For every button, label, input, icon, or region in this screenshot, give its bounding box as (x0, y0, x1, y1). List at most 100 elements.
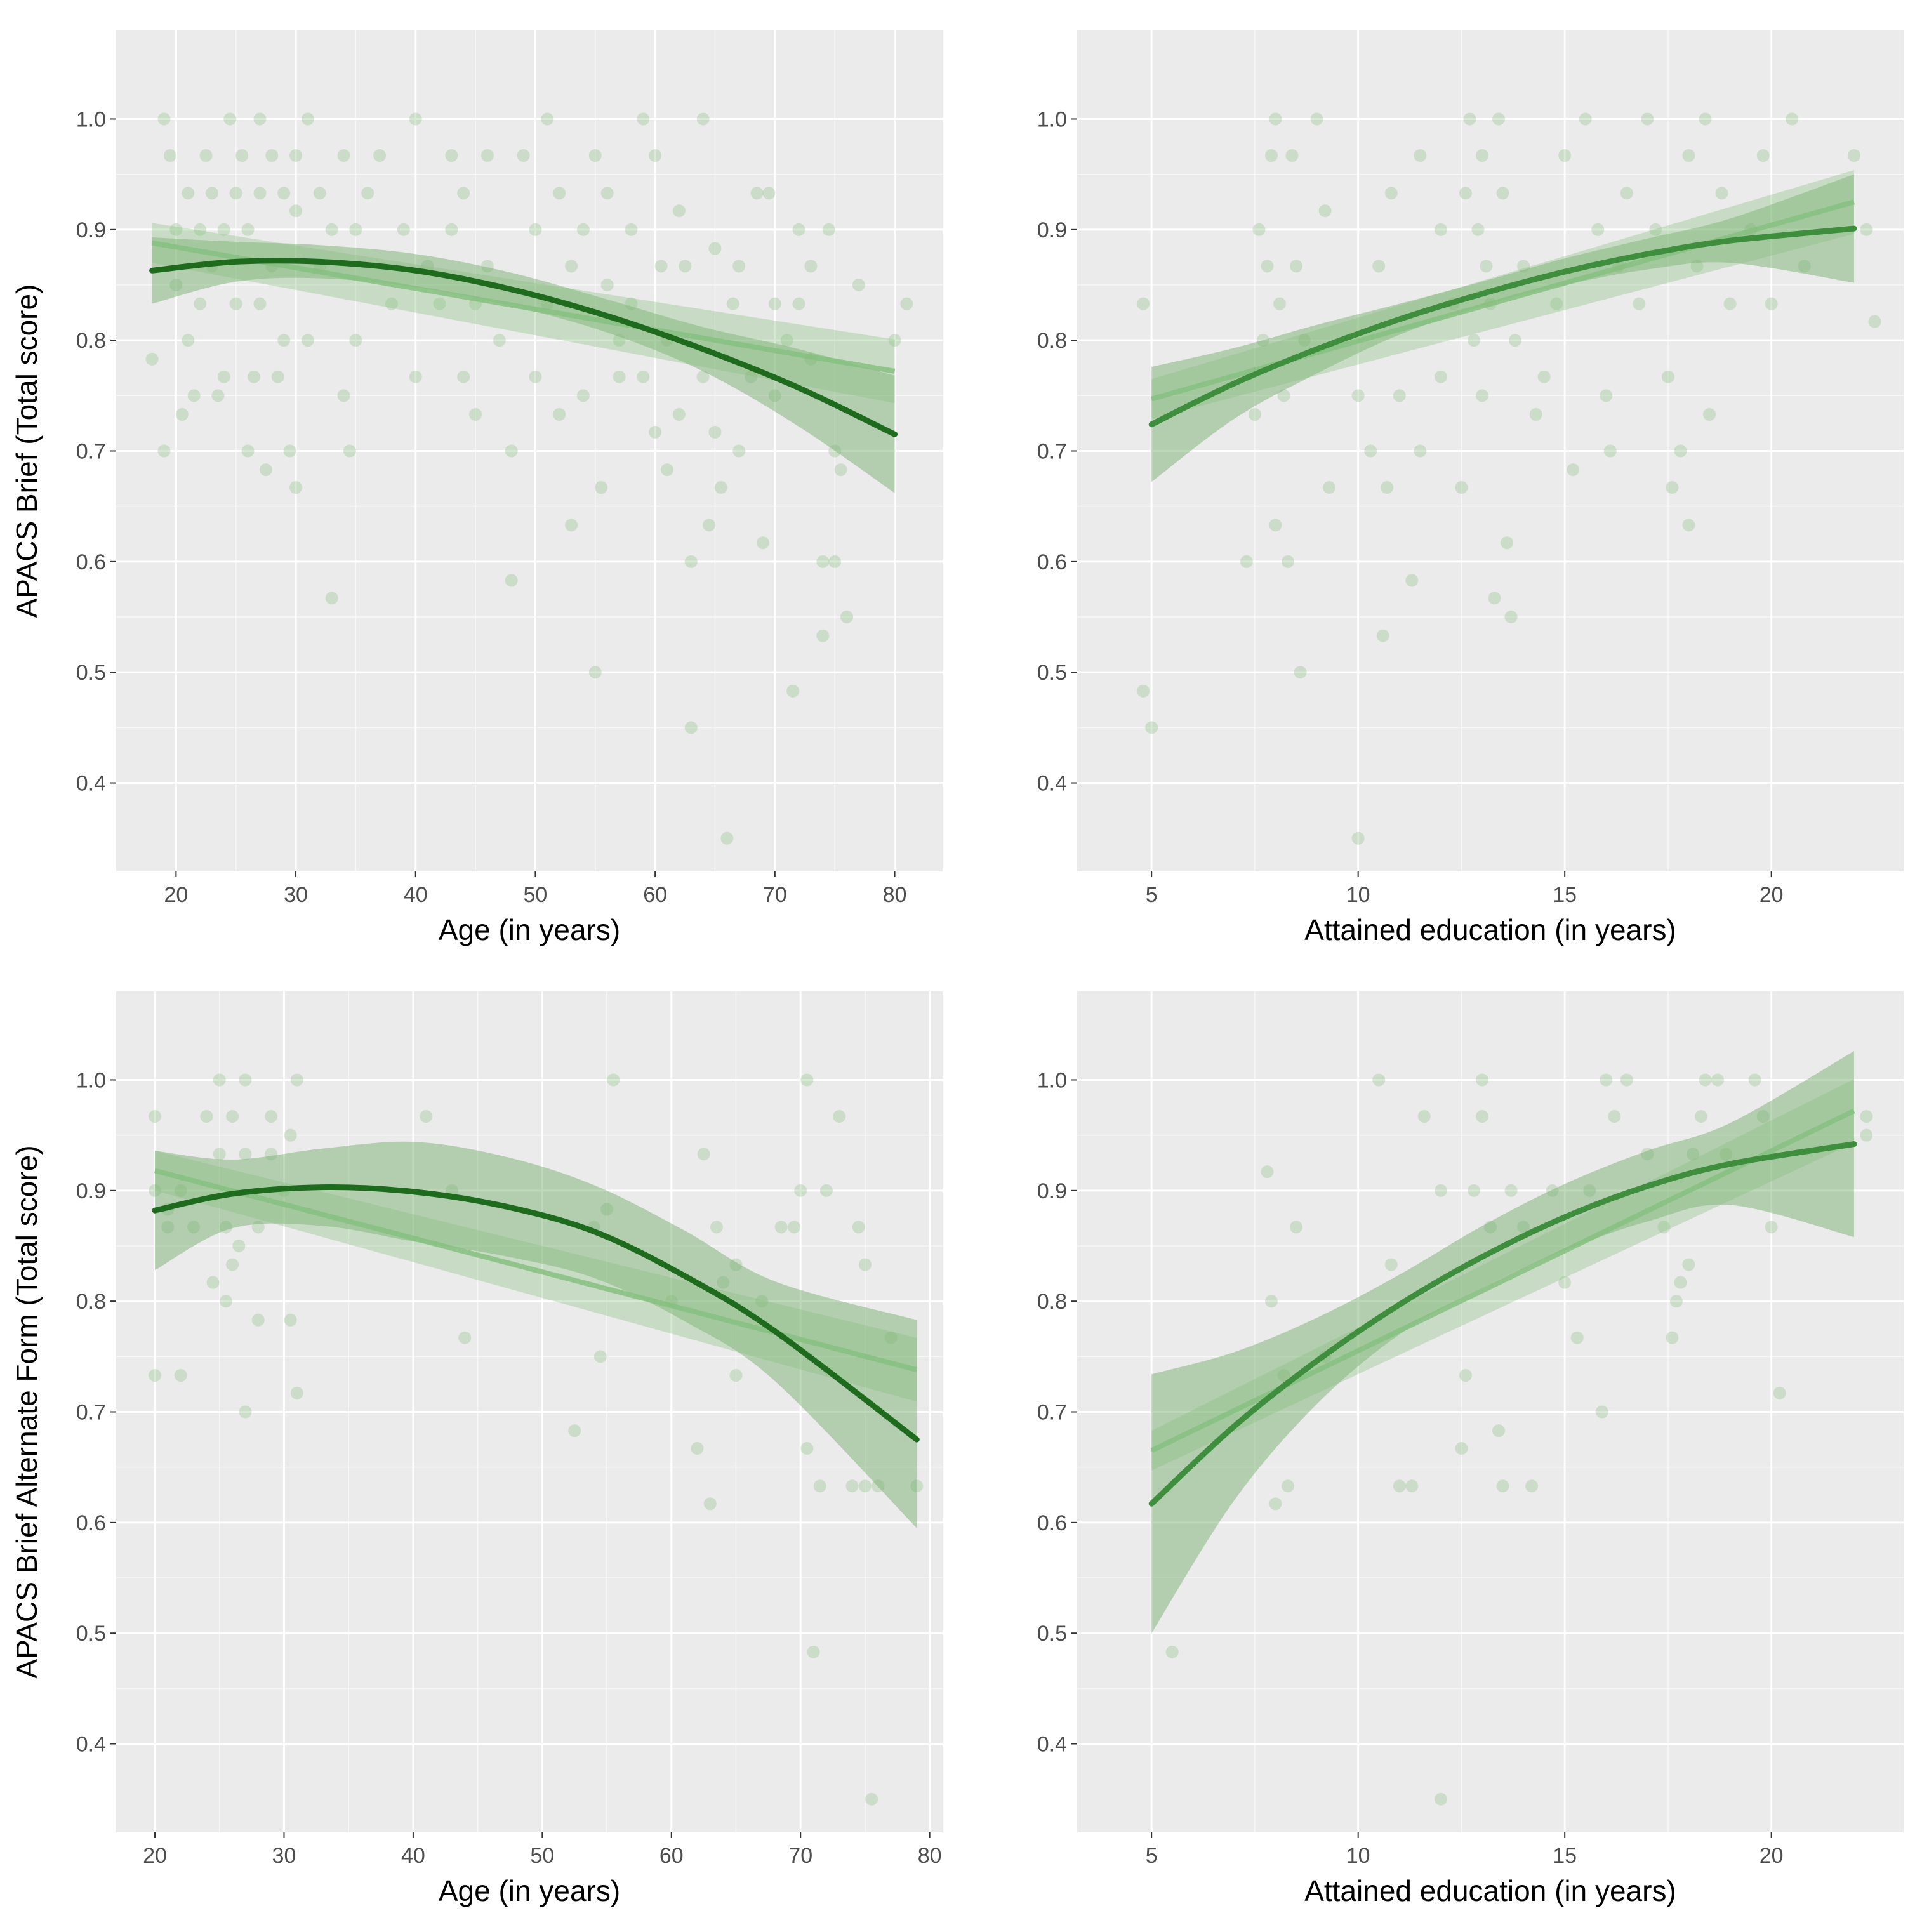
data-point (251, 1313, 265, 1327)
data-point (229, 187, 242, 200)
data-point (325, 223, 338, 236)
data-point (800, 1073, 814, 1087)
data-point (226, 1110, 239, 1123)
y-tick-label: 0.9 (76, 218, 106, 242)
data-point (1798, 260, 1811, 273)
data-point (1384, 187, 1398, 200)
data-point (588, 666, 602, 679)
data-point (1364, 444, 1377, 458)
data-point (301, 112, 314, 126)
data-point (792, 223, 805, 236)
data-point (720, 831, 734, 845)
data-point (637, 112, 650, 126)
data-point (588, 149, 602, 162)
data-point (1765, 1221, 1778, 1234)
data-point (445, 223, 458, 236)
data-point (1509, 334, 1522, 347)
data-point (816, 629, 830, 642)
data-point (145, 352, 159, 366)
data-point (1290, 260, 1303, 273)
data-point (1603, 444, 1617, 458)
data-point (1546, 1184, 1559, 1197)
x-tick-label: 20 (143, 1844, 167, 1868)
data-point (1467, 334, 1480, 347)
linear-confidence-band (1151, 170, 1854, 419)
data-point (714, 481, 727, 494)
data-point (1633, 297, 1646, 310)
data-point (1459, 1368, 1472, 1382)
data-point (1480, 260, 1493, 273)
data-point (625, 223, 638, 236)
x-tick-label: 15 (1553, 1844, 1577, 1868)
data-point (325, 592, 338, 605)
x-tick-label: 10 (1346, 1844, 1370, 1868)
panel-bottom-right: 0.4 0.5 0.6 0.7 0.8 0.9 1.0 5 10 15 20 Attained edu… (1037, 991, 1904, 1907)
data-point (271, 370, 284, 383)
data-point (1517, 260, 1530, 273)
data-point (277, 187, 291, 200)
data-point (1765, 297, 1778, 310)
data-point (458, 1331, 472, 1344)
data-point (1690, 260, 1704, 273)
data-point (251, 1221, 265, 1234)
data-point (1695, 1110, 1708, 1123)
data-point (223, 112, 237, 126)
data-point (1323, 481, 1336, 494)
data-point (301, 334, 314, 347)
data-point (1294, 666, 1307, 679)
x-tick-label: 60 (659, 1844, 684, 1868)
data-point (1674, 444, 1687, 458)
data-point (697, 1148, 710, 1161)
data-point (710, 1221, 723, 1234)
data-point (553, 407, 566, 421)
data-point (253, 112, 267, 126)
x-tick-label: 20 (1760, 883, 1784, 907)
data-point (481, 149, 494, 162)
data-point (1310, 112, 1323, 126)
data-point (1699, 112, 1712, 126)
data-point (505, 574, 518, 587)
data-point (175, 407, 189, 421)
data-point (1475, 1110, 1488, 1123)
data-point (1285, 149, 1299, 162)
data-point (1434, 1184, 1447, 1197)
data-point (565, 519, 578, 532)
y-tick-label: 0.8 (76, 1290, 106, 1314)
data-point (1264, 1295, 1278, 1308)
linear-confidence-band (155, 1151, 917, 1402)
data-point (1269, 519, 1282, 532)
data-point (239, 1405, 252, 1419)
data-point (199, 149, 213, 162)
data-point (729, 1258, 743, 1271)
data-point (157, 112, 171, 126)
x-tick-label: 5 (1146, 1844, 1158, 1868)
data-point (1579, 112, 1592, 126)
data-point (732, 260, 746, 273)
data-point (1517, 1221, 1530, 1234)
data-point (457, 370, 470, 383)
data-point (229, 297, 242, 310)
y-tick-label: 0.5 (1037, 661, 1067, 685)
data-point (1414, 149, 1427, 162)
data-point (1669, 1295, 1683, 1308)
data-point (1273, 297, 1286, 310)
data-point (900, 297, 913, 310)
y-tick-label: 0.9 (1037, 218, 1067, 242)
data-point (600, 187, 614, 200)
y-tick-label: 0.4 (1037, 772, 1067, 796)
y-tick-label: 0.5 (76, 661, 106, 685)
data-point (1261, 1165, 1274, 1179)
data-point (187, 389, 201, 402)
data-point (1699, 1073, 1712, 1087)
data-point (200, 1110, 213, 1123)
data-point (840, 611, 854, 624)
data-point (409, 112, 422, 126)
data-point (1583, 1184, 1596, 1197)
data-point (1649, 223, 1662, 236)
data-point (1492, 112, 1506, 126)
data-point (1484, 1221, 1497, 1234)
x-tick-label: 80 (918, 1844, 942, 1868)
data-point (649, 149, 662, 162)
data-point (248, 370, 260, 383)
data-point (373, 149, 387, 162)
